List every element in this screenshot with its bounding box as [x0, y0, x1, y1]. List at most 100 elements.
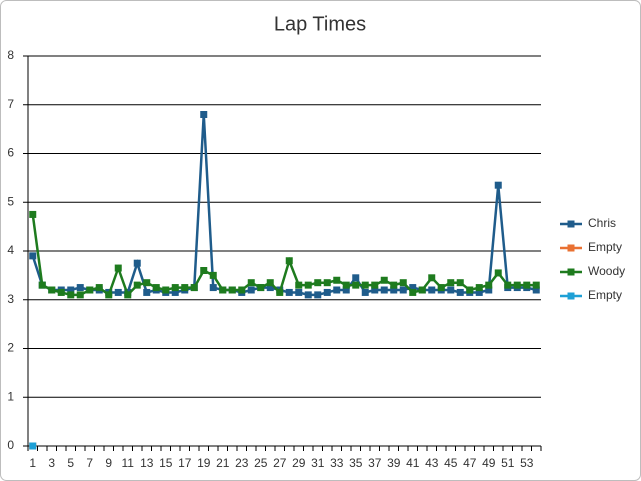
point-marker — [200, 267, 208, 274]
point-marker — [371, 286, 379, 294]
point-marker — [494, 181, 502, 189]
x-tick-label: 7 — [86, 456, 93, 470]
x-tick-label: 27 — [273, 456, 287, 470]
legend-label: Chris — [588, 216, 616, 230]
x-tick-label: 21 — [216, 456, 230, 470]
x-tick-label: 11 — [122, 456, 135, 470]
point-marker — [304, 291, 312, 299]
y-tick-label: 1 — [7, 389, 14, 403]
point-marker — [323, 288, 331, 296]
point-marker — [209, 284, 217, 292]
point-marker — [295, 281, 303, 289]
point-marker — [57, 288, 65, 296]
point-marker — [409, 288, 417, 296]
point-marker — [133, 281, 141, 289]
point-marker — [447, 279, 455, 287]
y-tick-label: 5 — [7, 194, 14, 208]
point-marker — [390, 286, 398, 294]
x-tick-label: 53 — [520, 456, 534, 470]
point-marker — [504, 281, 512, 289]
x-tick-label: 23 — [235, 456, 249, 470]
point-marker — [342, 281, 350, 289]
point-marker — [29, 252, 37, 260]
point-marker — [86, 286, 94, 294]
point-marker — [314, 279, 322, 287]
x-tick-label: 25 — [254, 456, 268, 470]
x-tick-label: 47 — [463, 456, 477, 470]
point-marker — [171, 284, 179, 292]
point-marker — [67, 286, 75, 294]
x-tick-label: 9 — [105, 456, 112, 470]
point-marker — [190, 284, 198, 292]
point-marker — [380, 276, 388, 284]
point-marker — [238, 286, 246, 294]
point-marker — [485, 286, 493, 294]
point-marker — [76, 284, 84, 292]
point-marker — [285, 288, 293, 296]
x-tick-label: 15 — [159, 456, 173, 470]
point-marker — [352, 274, 360, 282]
point-marker — [323, 279, 331, 287]
point-marker — [95, 284, 103, 292]
point-marker — [124, 291, 132, 299]
point-marker — [228, 286, 236, 294]
point-marker — [152, 284, 160, 292]
x-tick-label: 1 — [29, 456, 36, 470]
point-marker — [114, 264, 122, 272]
point-marker — [266, 279, 274, 287]
point-marker — [380, 286, 388, 294]
point-marker — [342, 286, 350, 294]
point-marker — [475, 284, 483, 292]
point-marker — [304, 281, 312, 289]
point-marker — [475, 288, 483, 296]
legend-marker — [567, 292, 575, 300]
point-marker — [485, 281, 493, 289]
point-marker — [390, 281, 398, 289]
x-tick-label: 51 — [501, 456, 515, 470]
y-tick-label: 7 — [7, 97, 14, 111]
point-marker — [276, 288, 284, 296]
x-tick-label: 39 — [387, 456, 401, 470]
point-marker — [437, 284, 445, 292]
point-marker — [523, 281, 531, 289]
point-marker — [513, 281, 521, 289]
legend-marker — [567, 244, 575, 252]
legend-marker — [567, 268, 575, 276]
point-marker — [466, 286, 474, 294]
point-marker — [371, 281, 379, 289]
point-marker — [247, 286, 255, 294]
x-tick-label: 17 — [178, 456, 192, 470]
point-marker — [114, 288, 122, 296]
point-marker — [333, 276, 341, 284]
point-marker — [295, 288, 303, 296]
legend-marker — [567, 220, 575, 228]
point-marker — [333, 286, 341, 294]
x-tick-label: 45 — [444, 456, 458, 470]
point-marker — [257, 284, 265, 292]
x-tick-label: 35 — [349, 456, 363, 470]
point-marker — [29, 442, 37, 450]
x-tick-label: 3 — [48, 456, 55, 470]
point-marker — [399, 286, 407, 294]
point-marker — [200, 111, 208, 118]
y-tick-label: 3 — [7, 292, 14, 306]
point-marker — [428, 286, 436, 294]
legend-label: Empty — [588, 288, 622, 302]
point-marker — [48, 286, 56, 294]
point-marker — [219, 286, 227, 294]
y-tick-label: 4 — [7, 243, 14, 257]
y-tick-label: 6 — [7, 146, 14, 160]
x-tick-label: 37 — [368, 456, 382, 470]
legend-label: Woody — [588, 264, 625, 278]
x-tick-label: 41 — [406, 456, 420, 470]
point-marker — [532, 281, 540, 289]
point-marker — [352, 281, 360, 289]
point-marker — [456, 288, 464, 296]
point-marker — [418, 286, 426, 294]
point-marker — [133, 259, 141, 267]
point-marker — [171, 288, 179, 296]
point-marker — [399, 279, 407, 287]
x-tick-label: 43 — [425, 456, 439, 470]
